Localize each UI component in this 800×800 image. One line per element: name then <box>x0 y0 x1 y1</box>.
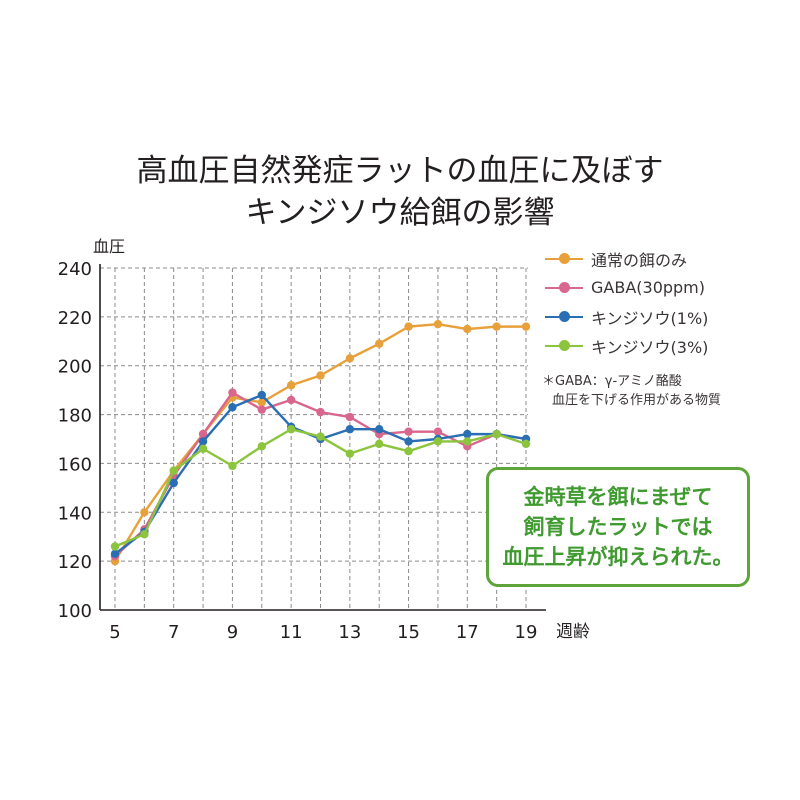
data-point <box>345 449 355 458</box>
legend-swatch <box>545 339 583 351</box>
legend-label: GABA(30ppm) <box>591 278 706 297</box>
data-point <box>433 427 443 436</box>
data-point <box>345 354 355 363</box>
legend-item: キンジソウ(1%) <box>545 302 708 331</box>
data-point <box>404 437 413 446</box>
y-tick-labels: 100 120 140 160 180 200 220 240 <box>58 259 92 622</box>
data-point <box>345 425 355 434</box>
legend-label: キンジソウ(3%) <box>591 337 709 357</box>
data-point <box>257 405 266 414</box>
axes <box>99 264 546 611</box>
y-tick-label: 220 <box>58 308 92 329</box>
x-axis-label: 週齢 <box>556 622 590 642</box>
data-point <box>169 478 178 488</box>
series-4 <box>110 425 531 551</box>
data-point <box>404 427 413 436</box>
data-point <box>463 324 472 334</box>
chart-title-line-2: キンジソウ給餌の影響 <box>245 195 555 231</box>
data-point <box>198 444 208 453</box>
x-tick-label: 19 <box>515 622 538 643</box>
data-point <box>140 508 149 517</box>
x-tick-label: 15 <box>397 622 420 643</box>
legend-marker <box>559 339 570 351</box>
data-point <box>492 429 501 439</box>
x-tick-label: 13 <box>338 622 361 643</box>
legend-swatch <box>545 310 583 322</box>
legend-marker <box>559 281 570 293</box>
x-tick-label: 17 <box>456 622 479 643</box>
y-tick-label: 180 <box>58 406 92 427</box>
data-point <box>110 542 120 551</box>
legend-swatch <box>545 252 583 264</box>
x-tick-labels: 5 7 9 11 13 15 17 19 <box>109 622 537 643</box>
data-point <box>228 388 237 397</box>
data-point <box>433 437 443 446</box>
y-tick-label: 160 <box>58 454 92 475</box>
data-point <box>140 530 149 539</box>
data-point <box>521 322 531 331</box>
data-point <box>316 432 325 441</box>
data-point <box>198 429 208 439</box>
data-point <box>316 371 325 380</box>
callout-box: 金時草を餌にまぜて 飼育したラットでは 血圧上昇が抑えられた。 <box>486 467 750 587</box>
data-point <box>316 407 325 417</box>
data-point <box>492 322 501 331</box>
legend-item: GABA(30ppm) <box>545 273 708 302</box>
data-point <box>228 461 237 471</box>
legend-item: 通常の餌のみ <box>545 244 708 273</box>
y-tick-label: 100 <box>58 601 92 622</box>
data-point <box>463 437 472 446</box>
legend: 通常の餌のみ GABA(30ppm) キンジソウ(1%) キンジソウ(3%) <box>545 244 708 360</box>
x-tick-label: 5 <box>109 622 120 643</box>
data-point <box>404 322 413 331</box>
data-point <box>433 319 443 329</box>
y-tick-label: 120 <box>58 552 92 573</box>
legend-marker <box>559 252 570 264</box>
x-tick-label: 7 <box>168 622 179 643</box>
data-point <box>521 439 531 449</box>
legend-swatch <box>545 281 583 293</box>
data-point <box>257 398 266 407</box>
gaba-note: ＊GABA：γ-アミノ酪酸 血圧を下げる作用がある物質 <box>542 372 721 410</box>
series-group <box>110 319 531 566</box>
callout-line-3: 血圧上昇が抑えられた。 <box>502 545 734 569</box>
data-point <box>110 549 120 559</box>
data-point <box>375 439 384 449</box>
legend-item: キンジソウ(3%) <box>545 331 708 360</box>
data-point <box>169 466 178 475</box>
chart-title-line-1: 高血圧自然発症ラットの血圧に及ぼす <box>136 153 664 189</box>
y-axis-label: 血圧 <box>93 237 125 256</box>
data-point <box>228 403 237 412</box>
legend-label: 通常の餌のみ <box>591 250 688 270</box>
data-point <box>345 412 355 422</box>
x-tick-label: 11 <box>280 622 303 643</box>
data-point <box>375 425 384 434</box>
data-point <box>286 381 296 390</box>
data-point <box>375 339 384 348</box>
callout-line-2: 飼育したラットでは <box>523 515 713 539</box>
data-point <box>257 390 266 400</box>
data-point <box>404 447 413 456</box>
chart-title: 高血圧自然発症ラットの血圧に及ぼす キンジソウ給餌の影響 <box>0 150 800 234</box>
data-point <box>286 425 296 434</box>
data-point <box>286 395 296 405</box>
legend-label: キンジソウ(1%) <box>591 308 709 328</box>
y-tick-label: 140 <box>58 503 92 524</box>
data-point <box>257 442 266 451</box>
note-line-2: 血圧を下げる作用がある物質 <box>552 393 722 408</box>
y-tick-label: 240 <box>58 259 92 280</box>
grid <box>100 267 528 610</box>
callout-line-1: 金時草を餌にまぜて <box>523 485 713 509</box>
data-point <box>198 437 208 446</box>
data-point <box>463 429 472 439</box>
x-tick-label: 9 <box>227 622 238 643</box>
y-tick-label: 200 <box>58 357 92 378</box>
legend-marker <box>559 310 570 322</box>
note-line-1: ＊GABA：γ-アミノ酪酸 <box>542 374 682 389</box>
